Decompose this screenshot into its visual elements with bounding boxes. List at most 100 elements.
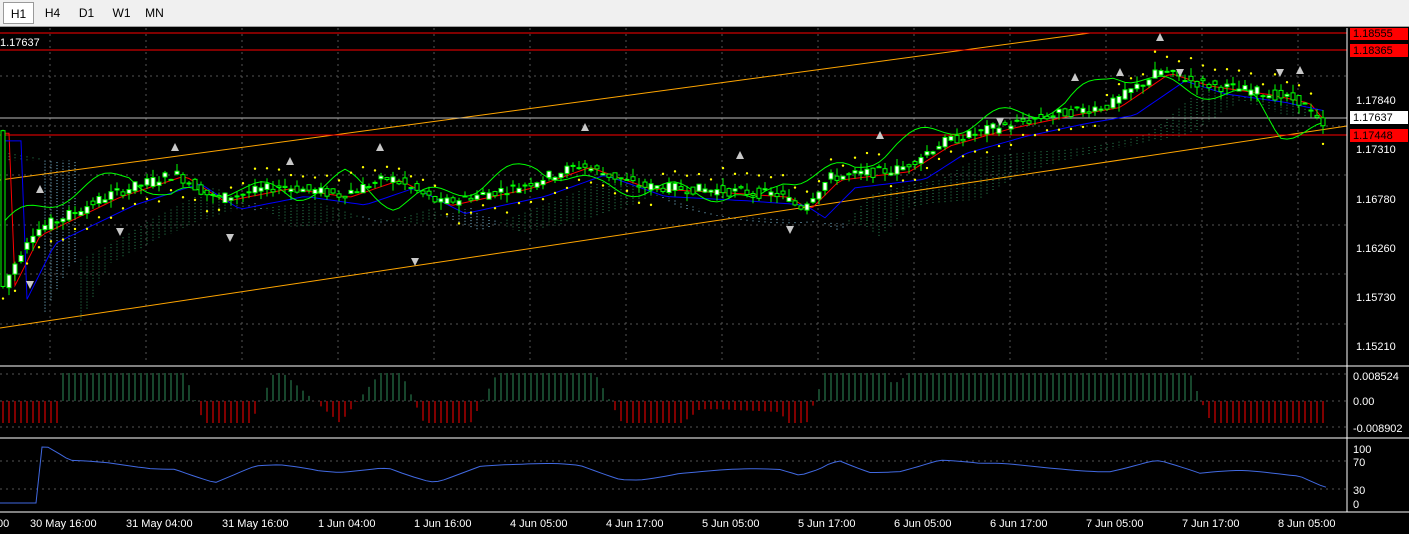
psar-dot — [817, 180, 821, 183]
channel-upper-line — [0, 32, 1091, 181]
level-label: 1.18555 — [1353, 28, 1393, 40]
candle-body — [450, 197, 456, 203]
candle-body — [432, 195, 438, 203]
psar-dot — [589, 181, 593, 184]
candle-body — [594, 165, 600, 170]
time-tick: 1 Jun 16:00 — [414, 518, 472, 530]
candle-body — [642, 181, 648, 188]
candle-body — [324, 188, 330, 197]
panel-frames — [0, 28, 1409, 513]
candle-body — [294, 185, 300, 193]
candle-body — [588, 168, 594, 172]
candle-body — [576, 167, 582, 170]
candle-body — [798, 205, 804, 210]
candle-body — [558, 172, 564, 179]
candle-body — [84, 206, 90, 214]
timeframe-w1-button[interactable]: W1 — [112, 6, 131, 20]
psar-dot — [253, 167, 257, 170]
psar-dot — [1273, 73, 1277, 76]
candle-body — [810, 198, 816, 203]
candle-body — [42, 224, 48, 231]
chart-area[interactable]: 1.17637 1.17840 1.17310 1.16780 1.16260 … — [0, 28, 1409, 534]
candle-body — [1146, 79, 1152, 86]
psar-dot — [1321, 142, 1325, 146]
candle-body — [504, 193, 510, 196]
rsi-tick: 100 — [1353, 444, 1371, 456]
candle-body — [996, 127, 1002, 134]
candle-body — [258, 187, 264, 192]
candle-body — [36, 228, 42, 237]
timeframe-h4-button[interactable]: H4 — [44, 6, 61, 20]
psar-dot — [733, 172, 737, 176]
candle-body — [666, 182, 672, 193]
candle-body — [162, 172, 168, 178]
candlesticks — [0, 61, 1326, 296]
candle-body — [48, 217, 54, 230]
price-tick: 1.15210 — [1356, 341, 1396, 353]
candle-body — [1212, 80, 1218, 86]
candle-body — [6, 274, 12, 289]
candle-body — [1104, 104, 1110, 110]
candle-body — [744, 189, 750, 195]
bid-label: 1.17637 — [1353, 112, 1393, 124]
psar-dot — [673, 170, 677, 173]
candle-body — [720, 185, 726, 194]
candle-body — [582, 163, 588, 168]
candle-body — [1134, 83, 1140, 90]
timeframe-mn-button[interactable]: MN — [145, 6, 164, 20]
candle-body — [1122, 89, 1128, 100]
candle-body — [144, 178, 150, 186]
candle-body — [546, 170, 552, 179]
candle-body — [60, 218, 66, 223]
rsi-line — [0, 446, 1327, 504]
candle-body — [774, 192, 780, 198]
candle-body — [828, 172, 834, 180]
timeframe-h1-button[interactable]: H1 — [3, 2, 34, 24]
candle-body — [564, 165, 570, 174]
candle-body — [408, 187, 414, 190]
candle-body — [402, 177, 408, 185]
psar-dot — [793, 186, 797, 189]
fractal-arrow — [1276, 69, 1284, 77]
candle-body — [978, 129, 984, 132]
candle-body — [444, 197, 450, 205]
candle-body — [1128, 88, 1134, 94]
candle-body — [1170, 69, 1176, 73]
candle-body — [738, 186, 744, 189]
rsi-line — [0, 446, 1327, 504]
candle-body — [726, 188, 732, 197]
psar-dot — [853, 156, 857, 159]
psar-dot — [109, 216, 113, 219]
timeframe-d1-button[interactable]: D1 — [78, 6, 95, 20]
level-label-box — [1350, 44, 1408, 57]
candle-body — [918, 157, 924, 164]
candle-body — [780, 190, 786, 195]
candle-body — [498, 187, 504, 193]
candle-body — [756, 187, 762, 199]
candle-body — [264, 183, 270, 190]
candle-body — [252, 185, 258, 194]
trend-channel[interactable] — [0, 32, 1348, 329]
candle-body — [282, 185, 288, 188]
psar-dot — [1093, 124, 1097, 128]
psar-dot — [241, 182, 245, 185]
psar-dot — [1, 297, 5, 300]
psar-dot — [1081, 125, 1085, 129]
psar-dot — [1237, 69, 1241, 72]
candle-body — [1020, 118, 1026, 122]
psar-dot — [1165, 55, 1169, 59]
candle-body — [486, 192, 492, 200]
candle-body — [96, 196, 102, 205]
psar-dot — [181, 196, 185, 199]
psar-dot — [757, 174, 761, 177]
candle-body — [102, 199, 108, 203]
candle-body — [270, 188, 276, 193]
candle-body — [600, 172, 606, 176]
candle-body — [174, 170, 180, 175]
candle-body — [672, 182, 678, 191]
candle-body — [684, 191, 690, 195]
candle-body — [606, 173, 612, 178]
psar-dot — [1069, 127, 1073, 131]
candle-body — [456, 200, 462, 206]
horizontal-levels[interactable] — [0, 32, 1347, 136]
